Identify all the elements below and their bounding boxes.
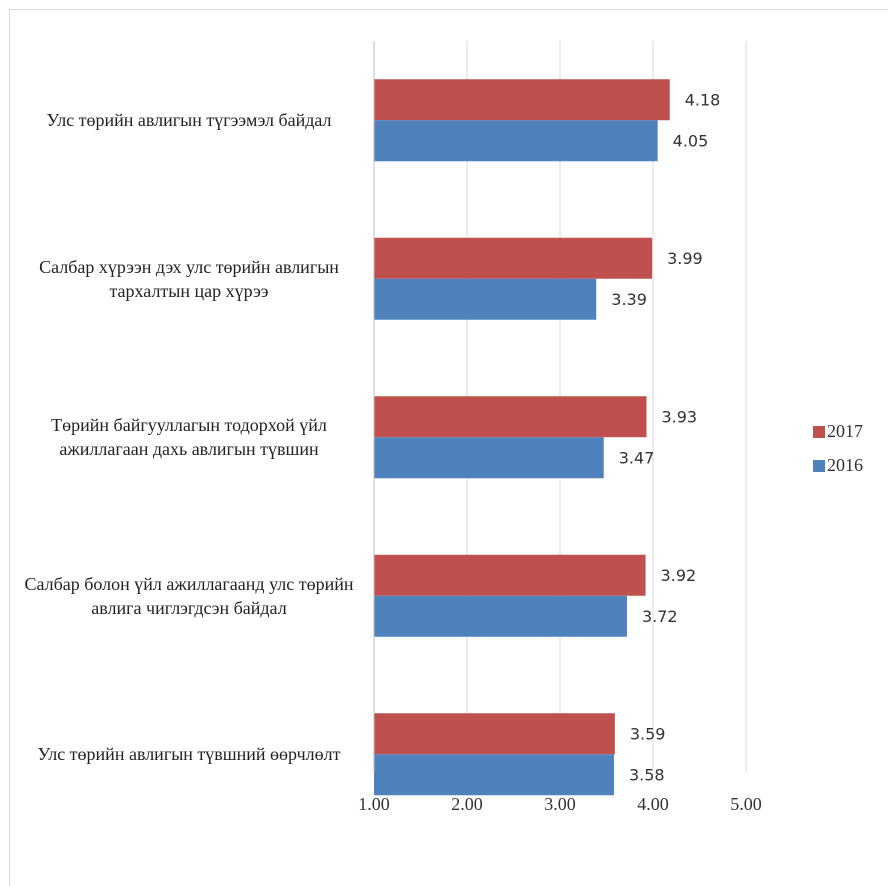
legend-label: 2017 — [827, 421, 863, 441]
category-label: Салбар хүрээн дэх улс төрийн авлигын тар… — [39, 256, 339, 301]
data-label: 3.39 — [611, 290, 647, 309]
legend-swatch — [813, 426, 825, 438]
bar — [374, 554, 646, 596]
bar — [374, 278, 597, 320]
bar — [374, 79, 670, 121]
category-label: Улс төрийн авлигын түвшний өөрчлөлт — [37, 744, 341, 765]
data-label: 4.05 — [673, 131, 709, 150]
data-label: 3.58 — [629, 765, 665, 784]
bar — [374, 754, 614, 796]
bar — [374, 237, 653, 279]
chart-border — [9, 9, 888, 886]
bar — [374, 437, 604, 479]
category-label: Төрийн байгууллагын тодорхой үйл ажиллаг… — [51, 415, 327, 460]
data-label: 3.72 — [642, 607, 678, 626]
data-label: 4.18 — [685, 90, 721, 109]
bar — [374, 595, 627, 637]
x-tick-label: 2.00 — [451, 794, 483, 814]
data-label: 3.59 — [630, 724, 666, 743]
x-tick-label: 1.00 — [358, 794, 390, 814]
data-label: 3.47 — [619, 448, 655, 467]
category-label: Улс төрийн авлигын түгээмэл байдал — [46, 110, 332, 131]
bar — [374, 713, 615, 755]
legend-swatch — [813, 460, 825, 472]
legend-label: 2016 — [827, 455, 863, 475]
bar — [374, 396, 647, 438]
data-label: 3.93 — [661, 407, 697, 426]
x-tick-label: 5.00 — [730, 794, 762, 814]
data-label: 3.92 — [661, 566, 697, 585]
category-label: Салбар болон үйл ажиллагаанд улс төрийн … — [24, 573, 354, 618]
x-tick-label: 3.00 — [544, 794, 576, 814]
bar — [374, 120, 658, 162]
data-label: 3.99 — [667, 249, 703, 268]
x-tick-label: 4.00 — [637, 794, 669, 814]
